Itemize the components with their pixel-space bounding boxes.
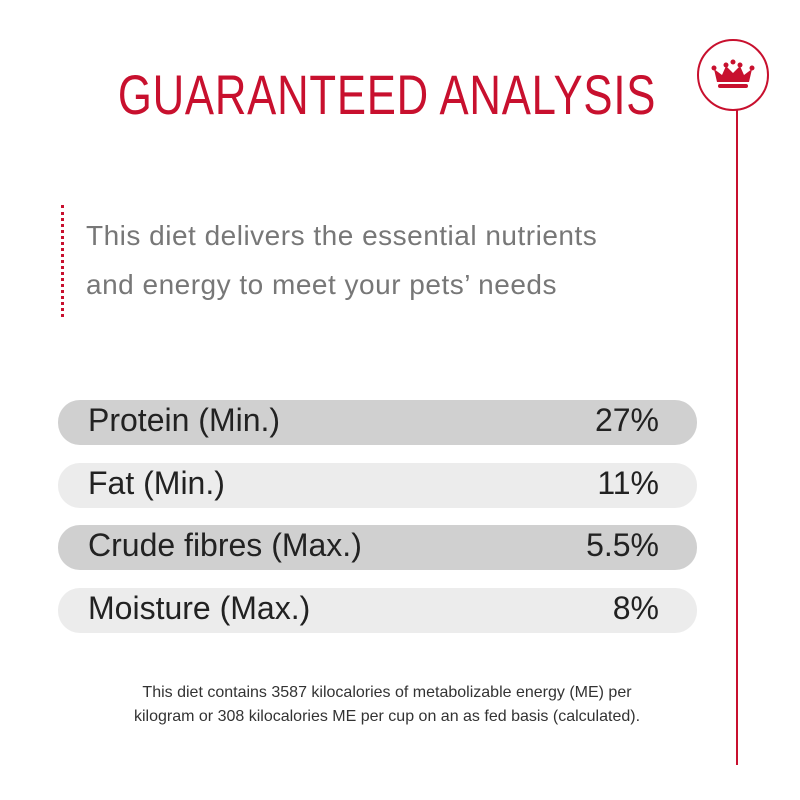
nutrient-value: 5.5% — [586, 527, 659, 563]
table-row: Protein (Min.) 27% — [58, 400, 697, 445]
logo — [697, 39, 769, 111]
table-row: Fat (Min.) 11% — [58, 462, 697, 508]
nutrient-name: Fat (Min.) — [88, 464, 225, 501]
nutrient-value: 11% — [597, 464, 659, 501]
nutrient-name: Moisture (Max.) — [88, 589, 311, 626]
nutrient-name: Protein (Min.) — [88, 402, 281, 438]
intro-line: This diet delivers the essential nutrien… — [86, 220, 598, 251]
nutrient-name: Crude fibres (Max.) — [88, 527, 362, 563]
table-row: Crude fibres (Max.) 5.5% — [58, 525, 697, 570]
footnote-line: This diet contains 3587 kilocalories of … — [142, 684, 632, 701]
nutrient-value: 27% — [594, 402, 659, 438]
divider-line — [736, 110, 738, 765]
table-row: Moisture (Max.) 8% — [58, 587, 697, 633]
dotted-rule — [61, 205, 64, 317]
footnote-line: kilogram or 308 kilocalories ME per cup … — [133, 708, 641, 725]
intro-line: and energy to meet your pets’ needs — [86, 269, 557, 300]
title: GUARANTEED ANALYSIS — [117, 63, 657, 126]
nutrient-value: 8% — [612, 589, 659, 626]
